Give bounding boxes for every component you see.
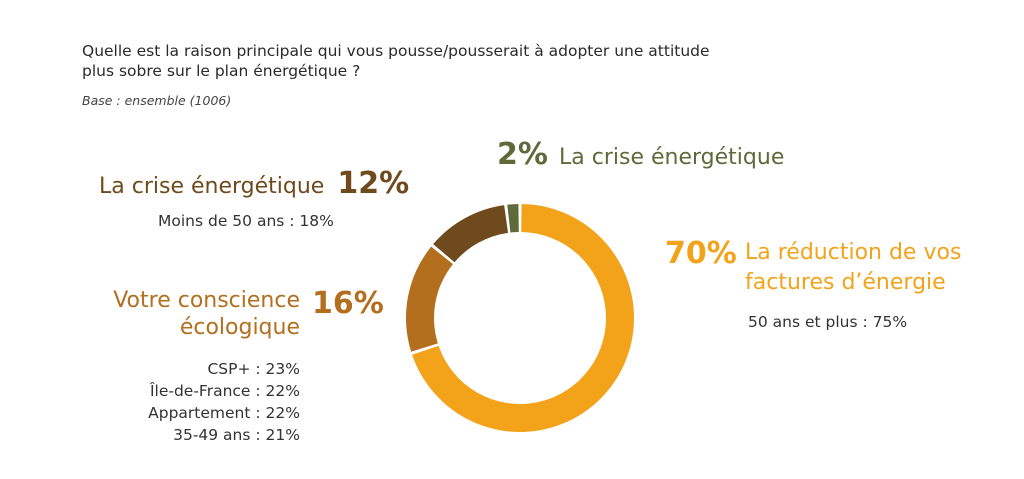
slice-crise-12 bbox=[433, 205, 509, 263]
pct-crise-2: 2% bbox=[497, 137, 548, 172]
sub-ecologique-0: CSP+ : 23% bbox=[207, 360, 300, 378]
pct-crise-12: 12% bbox=[337, 166, 410, 201]
label-crise-12: La crise énergétique 12% bbox=[99, 166, 409, 201]
pct-factures: 70% bbox=[665, 236, 737, 271]
name-ecologique-line-2: écologique bbox=[179, 315, 300, 340]
pct-ecologique: 16% bbox=[312, 286, 384, 321]
label-factures: La réduction de vos factures d’énergie bbox=[745, 238, 961, 298]
question-line-1: Quelle est la raison principale qui vous… bbox=[82, 42, 710, 60]
name-ecologique-line-1: Votre conscience bbox=[113, 288, 300, 313]
name-factures-line-2: factures d’énergie bbox=[745, 270, 946, 295]
slice-ecologique bbox=[406, 246, 453, 352]
slice-crise-2 bbox=[507, 204, 519, 233]
sub-factures-0: 50 ans et plus : 75% bbox=[748, 313, 908, 331]
chart-question: Quelle est la raison principale qui vous… bbox=[82, 41, 842, 81]
name-crise-12: La crise énergétique bbox=[99, 174, 325, 199]
sub-crise-12-0: Moins de 50 ans : 18% bbox=[158, 212, 334, 230]
label-ecologique: Votre conscience écologique bbox=[88, 287, 300, 341]
base-note: Base : ensemble (1006) bbox=[82, 93, 232, 108]
label-crise-2: 2% La crise énergétique bbox=[497, 137, 784, 172]
name-crise-2: La crise énergétique bbox=[559, 145, 785, 170]
sub-ecologique-2: Appartement : 22% bbox=[148, 404, 300, 422]
sub-ecologique-3: 35-49 ans : 21% bbox=[173, 426, 300, 444]
sub-ecologique-1: Île-de-France : 22% bbox=[149, 382, 300, 400]
question-line-2: plus sobre sur le plan énergétique ? bbox=[82, 62, 361, 80]
sub-ecologique: CSP+ : 23% Île-de-France : 22% Apparteme… bbox=[100, 358, 300, 446]
name-factures-line-1: La réduction de vos bbox=[745, 240, 962, 265]
